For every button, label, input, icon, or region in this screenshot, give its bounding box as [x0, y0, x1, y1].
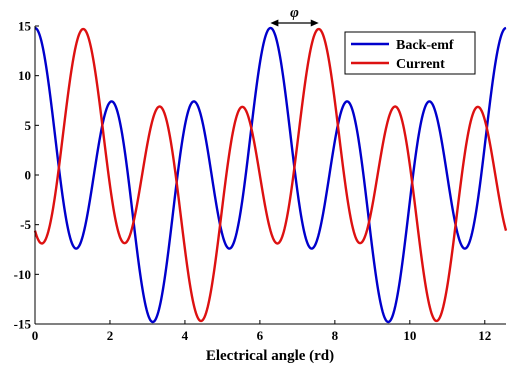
y-ticks: -15 -10 -5 0 5 10 15 — [14, 19, 39, 332]
series-line-back-emf — [34, 26, 507, 324]
y-tick-label: -10 — [14, 267, 31, 282]
legend-label-current: Current — [396, 57, 445, 72]
series-layer — [33, 26, 507, 324]
series-line-current — [33, 27, 507, 323]
phase-arrow-head-left — [270, 19, 279, 27]
y-tick-label: 5 — [25, 118, 32, 133]
x-tick-label: 4 — [182, 328, 189, 343]
x-tick-label: 12 — [478, 328, 491, 343]
y-tick-label: 0 — [25, 168, 32, 183]
phase-arrow-head-right — [310, 19, 319, 27]
x-axis-label: Electrical angle (rd) — [206, 348, 334, 364]
phase-label: φ — [290, 5, 299, 21]
y-tick-label: -5 — [20, 217, 31, 232]
x-tick-label: 10 — [403, 328, 416, 343]
y-tick-label: 15 — [18, 19, 32, 34]
x-tick-label: 8 — [332, 328, 339, 343]
x-tick-label: 0 — [32, 328, 39, 343]
y-tick-label: -15 — [14, 317, 32, 332]
plot-background — [35, 26, 506, 324]
x-tick-label: 6 — [257, 328, 264, 343]
legend-box — [344, 31, 476, 75]
x-ticks: 0 2 4 6 8 10 12 — [32, 320, 491, 343]
y-tick-label: 10 — [18, 68, 31, 83]
legend: Back-emf Current — [344, 31, 476, 75]
phase-annotation: φ — [270, 5, 319, 27]
x-tick-label: 2 — [107, 328, 114, 343]
legend-label-back-emf: Back-emf — [396, 38, 454, 53]
